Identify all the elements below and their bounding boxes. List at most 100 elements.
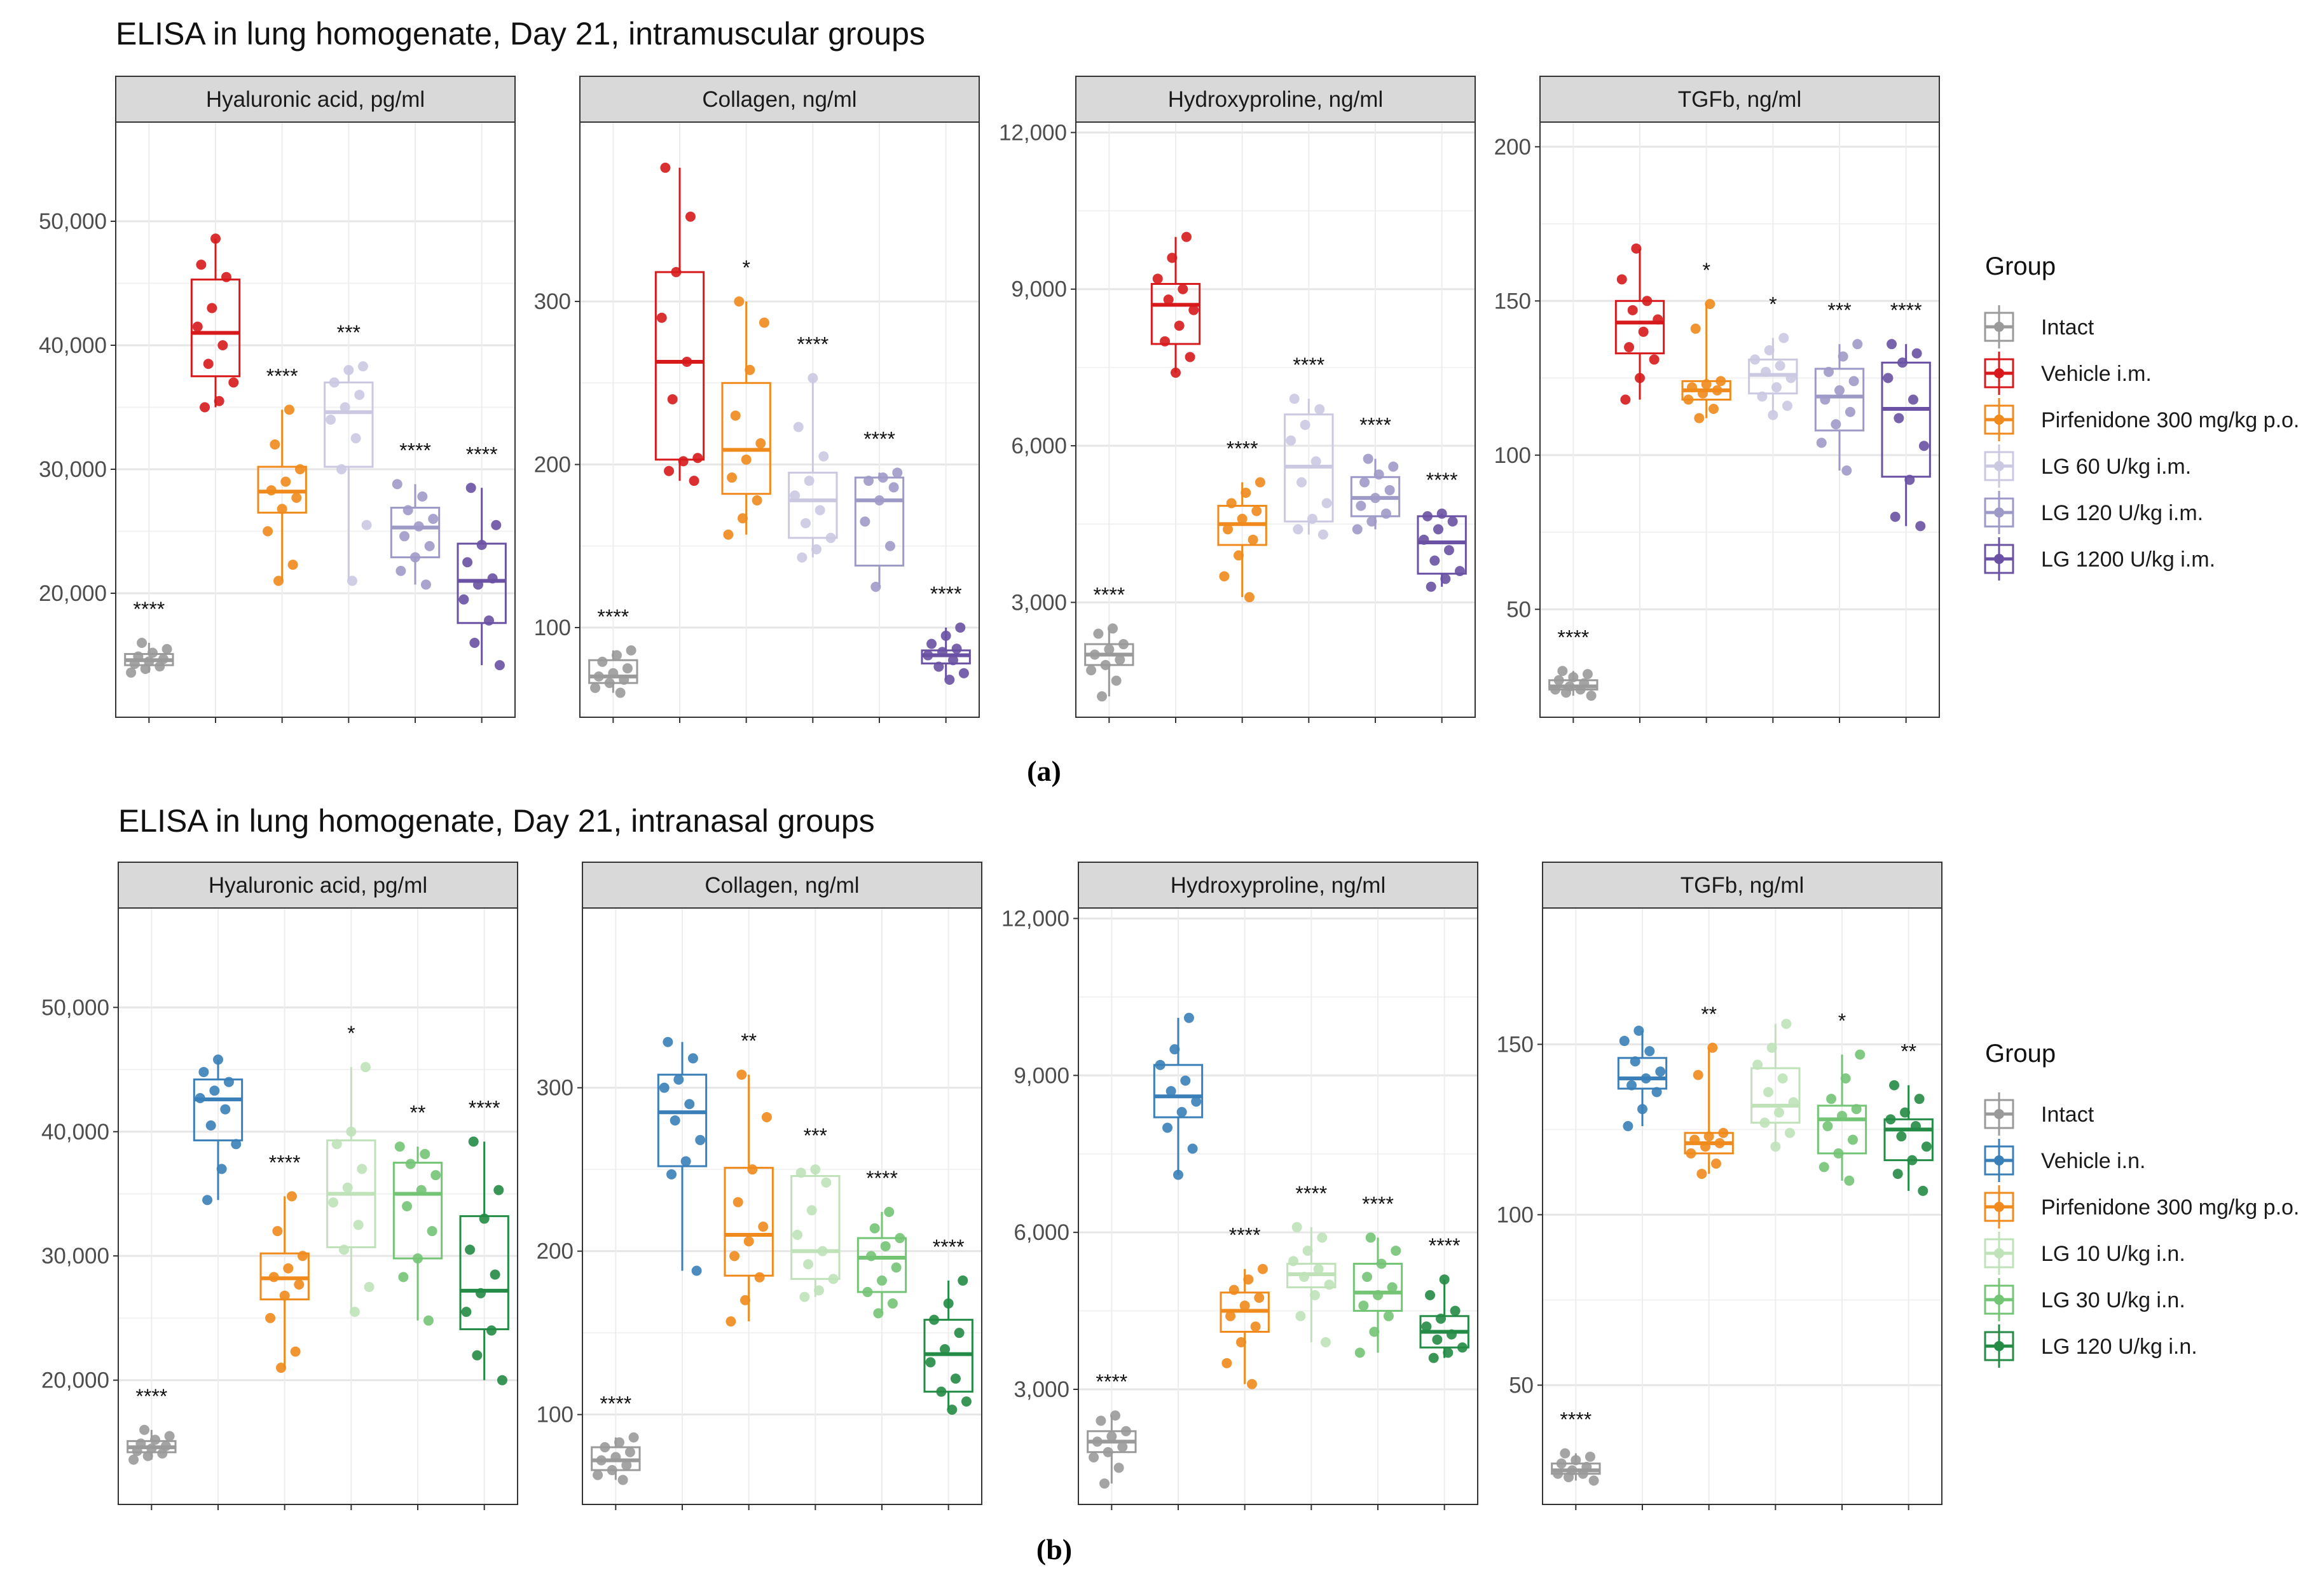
data-point (473, 579, 484, 590)
data-point (1637, 1104, 1647, 1115)
data-point (947, 655, 958, 666)
data-point (1388, 461, 1399, 472)
data-point (1289, 394, 1300, 404)
data-point (1710, 1159, 1721, 1169)
data-point (270, 439, 280, 450)
data-point (1443, 1347, 1454, 1358)
data-point (135, 1438, 146, 1449)
data-point (1651, 1087, 1662, 1097)
data-point (1896, 1131, 1907, 1142)
data-point (940, 630, 951, 641)
data-point (139, 1424, 150, 1435)
data-point (413, 521, 424, 532)
data-point (1180, 1075, 1191, 1086)
significance-label: **** (466, 443, 498, 465)
data-point (940, 1344, 951, 1354)
data-point (133, 651, 144, 662)
data-point (596, 1455, 607, 1466)
data-point (343, 365, 354, 375)
data-point (1226, 498, 1237, 509)
data-point (1113, 1462, 1124, 1473)
data-point (1310, 456, 1321, 467)
y-tick-label: 100 (1497, 1202, 1534, 1227)
data-point (1152, 273, 1163, 284)
data-point (494, 660, 505, 671)
data-point (1586, 691, 1597, 701)
data-point (624, 1447, 635, 1457)
data-point (1908, 394, 1918, 405)
data-point (220, 1104, 231, 1115)
data-point (340, 402, 350, 413)
data-point (1757, 391, 1768, 402)
data-point (231, 1139, 242, 1150)
data-point (747, 1164, 758, 1175)
data-point (354, 390, 365, 400)
data-point (1321, 498, 1332, 509)
y-tick-label: 150 (1494, 289, 1531, 313)
legend-key-point (1994, 322, 2004, 332)
data-point (1115, 654, 1125, 665)
data-point (958, 1275, 968, 1286)
data-point (1187, 1143, 1198, 1154)
legend-key-point (1994, 1295, 2004, 1305)
data-point (810, 1164, 821, 1175)
data-point (147, 647, 158, 658)
data-point (608, 668, 619, 678)
significance-label: **** (597, 605, 629, 628)
significance-label: **** (1096, 1370, 1127, 1393)
legend-key (1984, 537, 2014, 581)
data-point (1104, 644, 1115, 655)
data-point (149, 1434, 160, 1445)
data-point (1890, 511, 1901, 522)
legend-key-point (1994, 415, 2004, 425)
data-point (1689, 1134, 1700, 1145)
data-point (593, 1469, 603, 1480)
plot-border (579, 121, 980, 718)
data-point (1425, 1290, 1436, 1300)
data-point (1714, 1138, 1725, 1148)
data-point (1120, 1426, 1131, 1436)
data-point (730, 410, 741, 421)
data-point (1188, 305, 1199, 315)
data-point (1635, 373, 1645, 383)
data-point (660, 162, 671, 173)
box-body (1417, 515, 1467, 575)
data-point (1384, 485, 1395, 495)
y-tick-label: 50,000 (39, 209, 107, 234)
data-point (1173, 1169, 1183, 1180)
data-point (164, 1431, 175, 1441)
data-point (1237, 514, 1248, 524)
data-point (472, 1350, 483, 1361)
data-point (880, 1241, 891, 1251)
significance-label: **** (1227, 437, 1258, 460)
data-point (214, 396, 224, 406)
significance-label: *** (337, 321, 361, 344)
data-point (1837, 1110, 1847, 1121)
y-tick-label: 30,000 (39, 457, 107, 482)
data-point (394, 1141, 405, 1152)
data-point (1110, 1410, 1120, 1421)
data-point (1834, 385, 1845, 396)
data-point (1380, 508, 1391, 519)
data-point (1370, 493, 1380, 504)
significance-label: **** (133, 598, 165, 621)
data-point (1446, 1329, 1457, 1340)
data-point (793, 422, 804, 432)
data-point (860, 516, 870, 527)
panel-hyaluronic-acid: Hyaluronic acid, pg/ml 20,000 30,000 40,000… (39, 76, 516, 723)
data-point (752, 495, 762, 506)
data-point (126, 667, 137, 678)
data-point (1686, 1148, 1696, 1159)
data-point (1845, 406, 1855, 417)
data-point (357, 361, 368, 372)
data-point (221, 272, 231, 282)
data-point (1243, 1274, 1254, 1285)
data-point (198, 1066, 209, 1077)
data-point (1387, 1282, 1398, 1293)
y-tick-label: 50 (1509, 1373, 1534, 1398)
data-point (892, 467, 903, 478)
data-point (590, 682, 601, 693)
data-point (287, 560, 298, 570)
data-point (461, 1307, 472, 1317)
